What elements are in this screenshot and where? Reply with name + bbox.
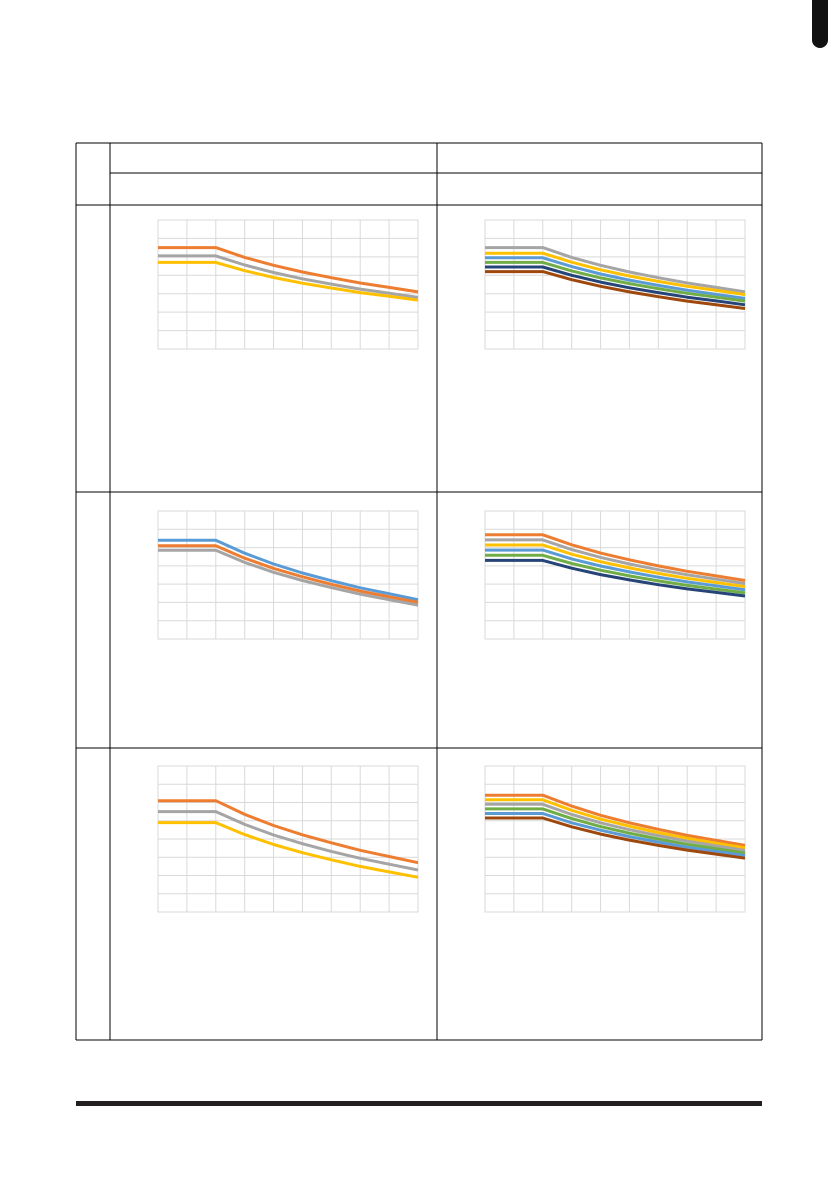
series-line bbox=[158, 246, 419, 294]
page-tab bbox=[812, 0, 828, 48]
series-line bbox=[158, 260, 419, 302]
series-line bbox=[485, 265, 746, 307]
series-line bbox=[485, 270, 746, 310]
series-line bbox=[485, 533, 746, 582]
series-line bbox=[485, 802, 746, 852]
table bbox=[75, 142, 763, 1041]
series-line bbox=[485, 251, 746, 297]
series-line bbox=[485, 246, 746, 294]
chart bbox=[157, 510, 419, 640]
chart bbox=[157, 219, 419, 350]
series-line bbox=[485, 798, 746, 850]
series-line bbox=[158, 538, 419, 602]
footer-bar bbox=[76, 1101, 762, 1106]
series-line bbox=[485, 260, 746, 303]
series-line bbox=[485, 538, 746, 586]
series-line bbox=[158, 799, 419, 865]
series-line bbox=[485, 256, 746, 300]
chart bbox=[484, 510, 746, 640]
series-line bbox=[485, 793, 746, 847]
series-line bbox=[485, 543, 746, 589]
chart bbox=[484, 765, 746, 913]
series-line bbox=[485, 548, 746, 592]
series-line bbox=[485, 812, 746, 858]
chart bbox=[484, 219, 746, 350]
series-line bbox=[158, 821, 419, 879]
series-line bbox=[485, 807, 746, 855]
series-line bbox=[158, 548, 419, 607]
series-line bbox=[485, 558, 746, 598]
series-line bbox=[485, 816, 746, 860]
series-line bbox=[485, 553, 746, 595]
series-line bbox=[158, 254, 419, 299]
chart bbox=[157, 765, 419, 913]
series-line bbox=[158, 810, 419, 872]
series-line bbox=[158, 544, 419, 604]
